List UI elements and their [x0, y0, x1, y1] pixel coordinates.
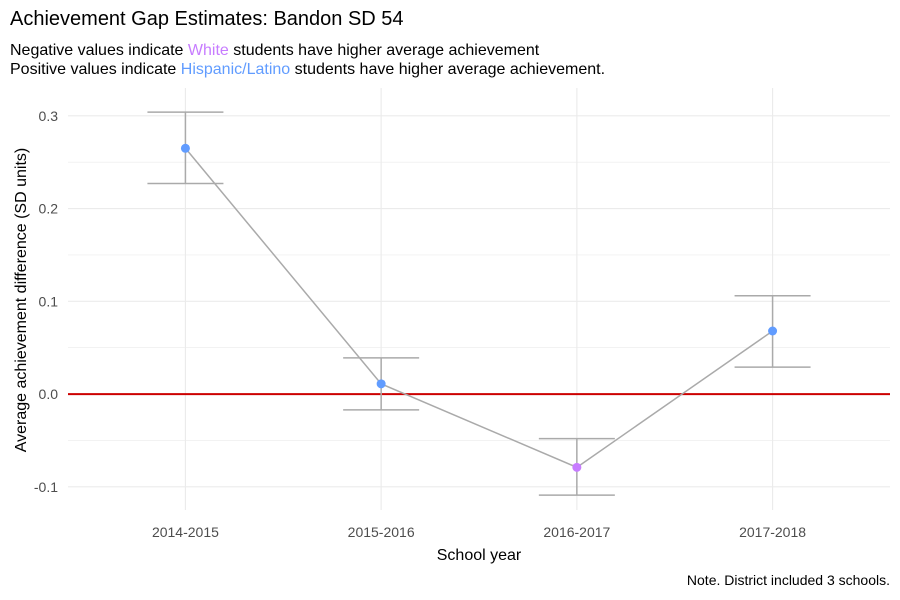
x-tick-label: 2015-2016 — [348, 524, 415, 540]
y-axis-title: Average achievement difference (SD units… — [13, 148, 30, 452]
x-axis-title: School year — [437, 547, 522, 564]
y-tick-label: 0.3 — [39, 108, 59, 124]
series-line — [184, 147, 774, 469]
errorbar-layer — [147, 111, 811, 496]
data-point — [376, 379, 386, 389]
y-tick-layer: -0.1 0.0 0.1 0.2 0.3 — [34, 108, 58, 495]
y-tick-label: 0.2 — [39, 201, 59, 217]
chart-subtitle-line-2: Positive values indicate Hispanic/Latino… — [10, 60, 605, 79]
x-tick-label: 2016-2017 — [543, 524, 610, 540]
data-point — [572, 462, 582, 472]
y-tick-label: 0.1 — [39, 293, 59, 309]
chart-subtitle-line-1: Negative values indicate White students … — [10, 41, 539, 60]
series-line-layer — [184, 147, 774, 469]
data-point — [180, 143, 190, 153]
chart-note: Note. District included 3 schools. — [686, 572, 890, 588]
subtitle-white-group: White — [187, 42, 229, 59]
subtitle-2-suffix: students have higher average achievement… — [290, 61, 606, 78]
x-tick-label: 2014-2015 — [152, 524, 219, 540]
subtitle-1-suffix: students have higher average achievement — [228, 42, 540, 59]
grid-layer — [68, 88, 890, 510]
subtitle-2-prefix: Positive values indicate — [10, 61, 181, 78]
x-tick-label: 2017-2018 — [739, 524, 806, 540]
subtitle-1-prefix: Negative values indicate — [10, 42, 188, 59]
subtitle-hispanic-group: Hispanic/Latino — [180, 61, 291, 78]
chart-title: Achievement Gap Estimates: Bandon SD 54 — [10, 8, 404, 30]
data-point — [768, 326, 778, 336]
y-tick-label: -0.1 — [34, 479, 58, 495]
x-tick-layer: 2014-2015 2015-2016 2016-2017 2017-2018 — [152, 524, 806, 540]
point-layer — [180, 143, 778, 472]
y-tick-label: 0.0 — [39, 386, 59, 402]
